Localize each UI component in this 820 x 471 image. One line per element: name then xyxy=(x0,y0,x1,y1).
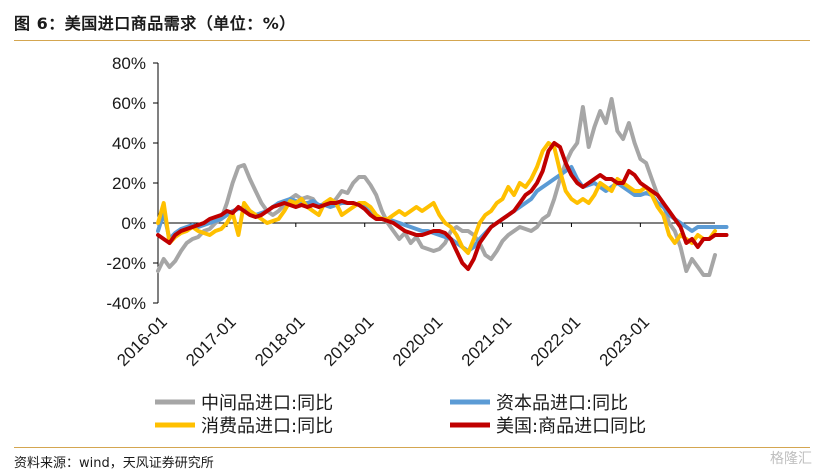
y-tick-label: 80% xyxy=(112,54,146,73)
source-note: 资料来源：wind，天风证券研究所 xyxy=(14,456,214,471)
y-tick-label: 20% xyxy=(112,174,146,193)
x-tick-label: 2022-01 xyxy=(527,312,585,370)
chart-title: 图 6：美国进口商品需求（单位：%） xyxy=(14,14,296,33)
legend-label: 消费品进口:同比 xyxy=(201,416,333,437)
y-tick-label: 0% xyxy=(121,214,146,233)
x-tick-label: 2016-01 xyxy=(113,312,171,370)
watermark-logo: 格隆汇 xyxy=(770,451,812,467)
series-line-4 xyxy=(156,141,729,271)
y-tick-label: 60% xyxy=(112,94,146,113)
chart-canvas: -40% -20% 0% 20% 40% 60% 80% 2016-01 2017-01 2018… xyxy=(106,54,729,437)
legend-label: 资本品进口:同比 xyxy=(496,393,628,414)
x-tick-label: 2021-01 xyxy=(458,312,516,370)
x-tick-label: 2023-01 xyxy=(596,312,654,370)
y-tick-label: -20% xyxy=(106,254,146,273)
x-tick-label: 2018-01 xyxy=(251,312,309,370)
series-line-3 xyxy=(156,141,717,255)
x-tick-label: 2017-01 xyxy=(182,312,240,370)
series-line-1 xyxy=(156,97,717,277)
x-tick-label: 2019-01 xyxy=(320,312,378,370)
x-tick-label: 2020-01 xyxy=(389,312,447,370)
footer-divider xyxy=(14,447,810,448)
legend-label: 美国:商品进口同比 xyxy=(496,416,646,437)
legend-label: 中间品进口:同比 xyxy=(201,393,333,414)
header-divider xyxy=(14,40,810,41)
chart-series xyxy=(156,97,729,277)
y-tick-label: -40% xyxy=(106,294,146,313)
y-tick-label: 40% xyxy=(112,134,146,153)
